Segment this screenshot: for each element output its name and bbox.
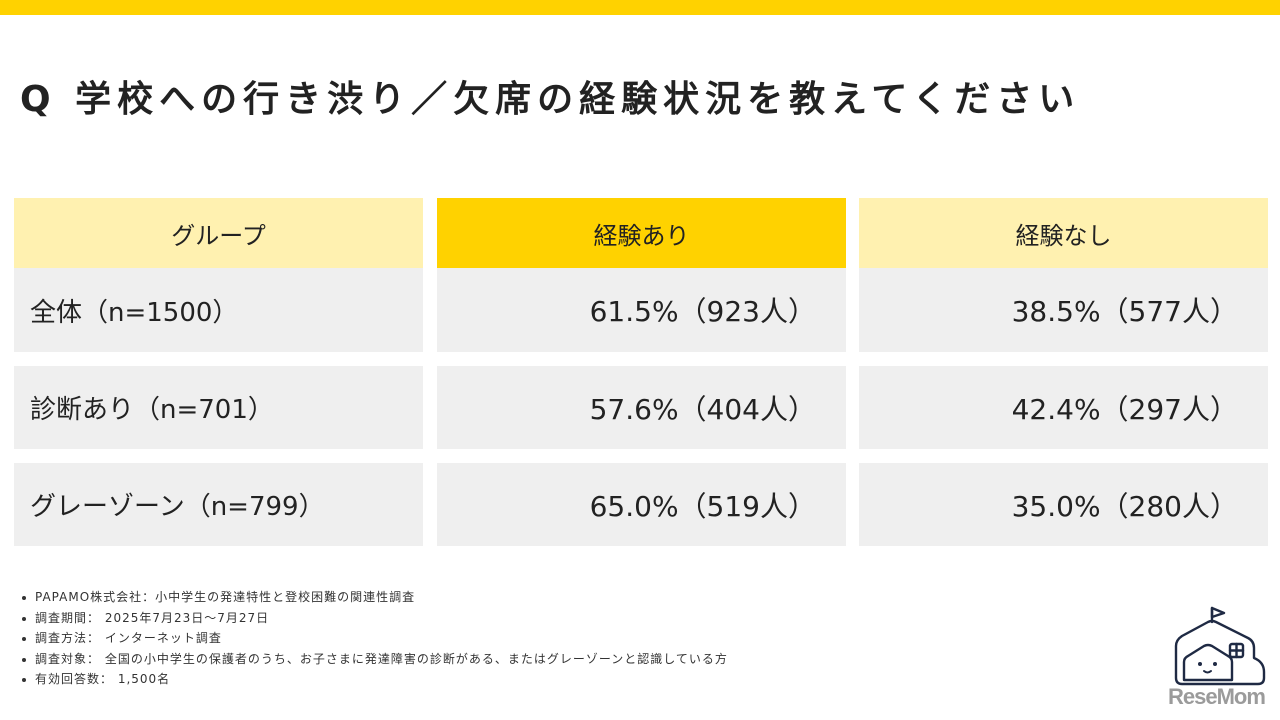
note-item: 調査方法： インターネット調査 [22, 628, 728, 649]
bullet-icon [22, 678, 26, 683]
top-accent-bar [0, 0, 1280, 15]
resemom-watermark: ReseMom [1168, 684, 1266, 709]
bullet-icon [22, 616, 26, 621]
bullet-icon [22, 657, 26, 662]
bullet-icon [22, 637, 26, 642]
row-without-experience-value: 35.0%（280人） [859, 463, 1268, 546]
row-with-experience-value: 57.6%（404人） [437, 366, 846, 449]
row-group-label: 診断あり（n=701） [14, 366, 423, 449]
header-without-experience: 経験なし [859, 198, 1268, 268]
page-title: Q 学校への行き渋り／欠席の経験状況を教えてください [20, 79, 1081, 120]
row-with-experience-value: 61.5%（923人） [437, 268, 846, 352]
bullet-icon [22, 596, 26, 601]
row-without-experience-value: 38.5%（577人） [859, 268, 1268, 352]
note-item: 調査期間： 2025年7月23日～7月27日 [22, 608, 728, 629]
note-item: PAPAMO株式会社：小中学生の発達特性と登校困難の関連性調査 [22, 587, 728, 608]
header-group: グループ [14, 198, 423, 268]
row-group-label: 全体（n=1500） [14, 268, 423, 352]
house-logo-icon [1174, 606, 1266, 686]
row-without-experience-value: 42.4%（297人） [859, 366, 1268, 449]
survey-notes: PAPAMO株式会社：小中学生の発達特性と登校困難の関連性調査 調査期間： 20… [22, 587, 728, 690]
row-group-label: グレーゾーン（n=799） [14, 463, 423, 546]
note-item: 調査対象： 全国の小中学生の保護者のうち、お子さまに発達障害の診断がある、または… [22, 649, 728, 670]
note-item: 有効回答数： 1,500名 [22, 669, 728, 690]
row-with-experience-value: 65.0%（519人） [437, 463, 846, 546]
header-with-experience: 経験あり [437, 198, 846, 268]
